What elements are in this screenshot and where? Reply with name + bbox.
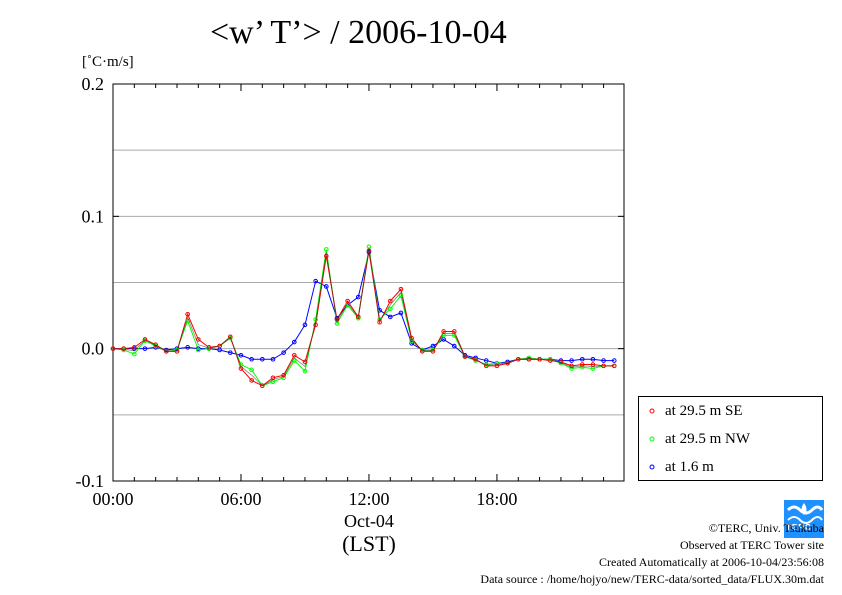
legend-marker-nw-icon (649, 436, 655, 442)
data-point (419, 349, 425, 354)
data-point (569, 363, 574, 369)
x-tick-label: 06:00 (220, 489, 261, 509)
credits-created: Created Automatically at 2006-10-04/23:5… (599, 555, 824, 569)
series-line (113, 251, 615, 364)
legend-item-1-6m: at 1.6 m (645, 457, 714, 477)
credits-block: ©TERC, Univ. Tsukuba Observed at TERC To… (480, 520, 824, 588)
x-tick-label: 18:00 (476, 489, 517, 509)
data-point (292, 352, 297, 358)
legend-label-nw: at 29.5 m NW (665, 430, 750, 447)
y-tick-label: 0.1 (82, 206, 105, 226)
data-point (281, 350, 286, 355)
data-point (324, 284, 329, 289)
legend-label-se: at 29.5 m SE (665, 402, 743, 419)
credits-source: Data source : /home/hojyo/new/TERC-data/… (480, 572, 824, 586)
data-point (185, 345, 190, 350)
data-point (132, 351, 137, 357)
data-point (387, 298, 393, 304)
data-point (324, 247, 329, 252)
data-point (398, 310, 404, 316)
data-point (313, 278, 318, 284)
x-date-label: Oct-04 (344, 511, 394, 531)
data-point (483, 363, 489, 369)
data-point (387, 314, 393, 320)
data-point (260, 383, 265, 389)
data-point (590, 356, 596, 362)
y-tick-label: -0.1 (76, 471, 105, 491)
data-point (142, 337, 148, 342)
data-point (494, 363, 500, 369)
data-point (185, 318, 190, 324)
data-point (526, 356, 532, 362)
series-overlap-line (112, 248, 615, 387)
data-point (292, 339, 297, 345)
data-point (249, 367, 254, 373)
data-point (569, 366, 574, 371)
data-point (494, 360, 500, 366)
data-point (238, 352, 244, 358)
credits-site: Observed at TERC Tower site (679, 538, 824, 552)
data-point (185, 311, 190, 317)
legend-marker-1-6m-icon (649, 464, 655, 470)
data-point (398, 286, 404, 292)
legend-item-se: at 29.5 m SE (645, 401, 743, 421)
data-point (228, 350, 233, 355)
data-point (430, 349, 436, 354)
data-point (249, 356, 254, 362)
data-point (611, 358, 617, 363)
legend-marker-se-icon (649, 408, 655, 414)
y-axis-unit-label: [˚C·m/s] (82, 54, 134, 70)
x-tick-label: 00:00 (92, 489, 133, 509)
data-point (270, 356, 276, 362)
data-point (249, 378, 254, 383)
credits-copyright: ©TERC, Univ. Tsukuba (708, 521, 824, 535)
x-tick-label: 12:00 (348, 489, 389, 509)
data-point (451, 343, 457, 349)
data-point (302, 322, 308, 328)
data-point (569, 358, 574, 363)
logo-text: TERC (786, 523, 812, 532)
data-point (579, 362, 585, 367)
data-point (409, 341, 414, 346)
data-point (387, 306, 393, 312)
y-tick-label: 0.0 (82, 339, 105, 359)
legend: at 29.5 m SE at 29.5 m NW at 1.6 m (638, 396, 823, 481)
data-point (121, 346, 126, 351)
data-point (302, 368, 308, 374)
data-point (601, 358, 606, 363)
chart-title: <w’ T’> / 2006-10-04 (210, 14, 507, 51)
data-point (355, 294, 361, 300)
data-point (196, 347, 201, 353)
data-point (260, 356, 265, 362)
data-point (281, 372, 286, 378)
data-point (132, 345, 137, 350)
legend-label-1-6m: at 1.6 m (665, 458, 714, 475)
data-point (579, 364, 585, 370)
x-axis-label: (LST) (342, 531, 396, 556)
data-point (142, 346, 148, 351)
y-tick-label: 0.2 (82, 74, 105, 94)
legend-item-nw: at 29.5 m NW (645, 429, 750, 449)
terc-logo-icon (784, 500, 824, 538)
data-point (302, 359, 308, 365)
data-point (462, 354, 468, 359)
data-point (579, 356, 585, 362)
